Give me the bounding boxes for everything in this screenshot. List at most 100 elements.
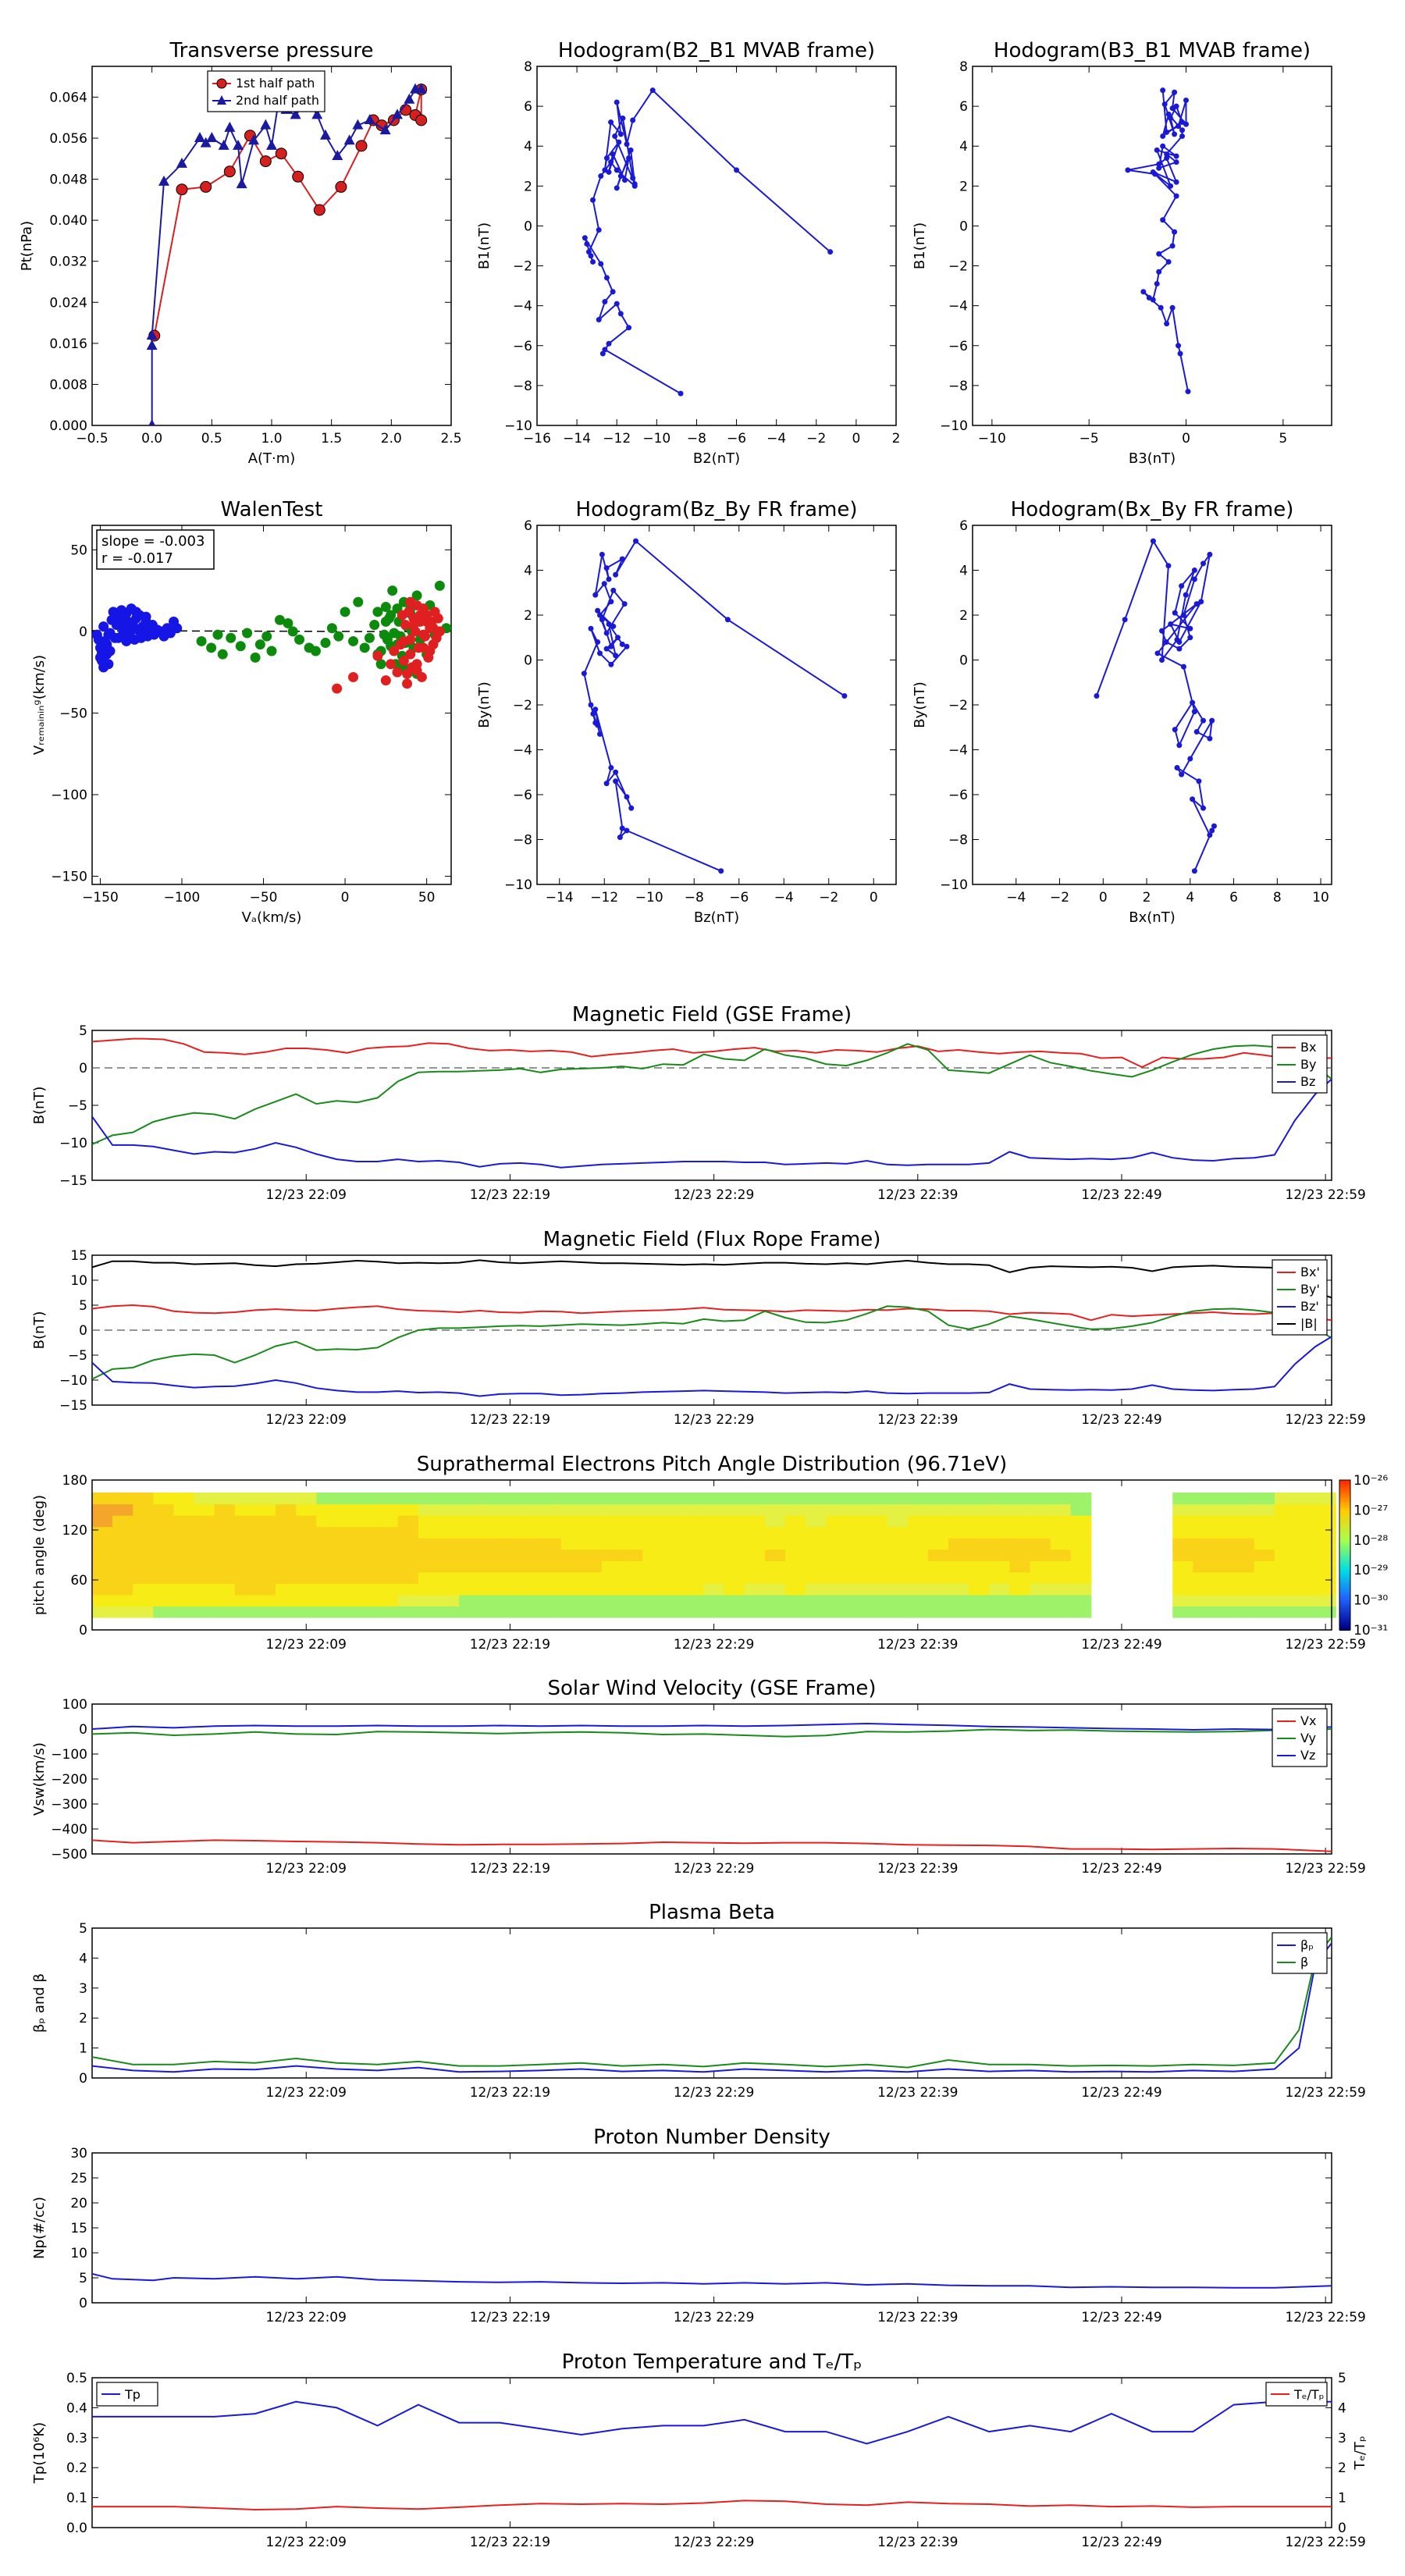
data-point (1185, 389, 1191, 395)
heatmap-cell (887, 1606, 909, 1618)
heatmap-cell (439, 1538, 460, 1550)
y-tick-label: 180 (62, 1473, 87, 1489)
heatmap-cell (764, 1594, 786, 1607)
data-point (631, 183, 638, 189)
heatmap-cell (1213, 1560, 1235, 1573)
colorbar-segment (1339, 1485, 1350, 1489)
heatmap-cell (336, 1583, 358, 1596)
axes-frame (91, 2377, 1332, 2528)
heatmap-cell (214, 1549, 236, 1561)
data-point (411, 590, 422, 601)
heatmap-cell (397, 1538, 419, 1550)
data-point (400, 620, 411, 631)
heatmap-cell (785, 1493, 806, 1505)
heatmap-cell (1315, 1594, 1336, 1607)
data-point (1122, 617, 1128, 623)
data-point (404, 93, 415, 104)
y-tick-label: 1 (79, 2041, 87, 2057)
heatmap-cell (194, 1526, 215, 1539)
data-point (1196, 778, 1202, 785)
heatmap-cell (439, 1493, 460, 1505)
heatmap-cell (683, 1526, 705, 1539)
heatmap-cell (1213, 1493, 1235, 1505)
data-point (389, 646, 400, 656)
heatmap-cell (520, 1560, 542, 1573)
x-tick-label: −14 (546, 890, 574, 906)
colorbar-segment (1339, 1592, 1350, 1596)
heatmap-cell (377, 1503, 399, 1516)
heatmap-cell (622, 1606, 643, 1618)
heatmap-cell (336, 1549, 358, 1561)
heatmap-cell (1172, 1583, 1193, 1596)
heatmap-cell (764, 1606, 786, 1618)
y-tick-label: 5 (79, 1921, 87, 1937)
heatmap-cell (173, 1493, 195, 1505)
heatmap-cell (969, 1606, 990, 1618)
heatmap-cell (1050, 1526, 1072, 1539)
series-By (92, 1043, 1332, 1145)
y-tick-label: 2 (524, 608, 532, 624)
heatmap-cell (683, 1549, 705, 1561)
heatmap-cell (133, 1515, 154, 1528)
heatmap-cell (663, 1493, 685, 1505)
time-tick-label: 12/23 22:19 (470, 2535, 550, 2550)
y-tick-label: 0 (79, 2296, 87, 2311)
x-tick-label: −2 (1050, 890, 1069, 906)
heatmap-cell (500, 1594, 521, 1607)
y-tick-label: 120 (62, 1523, 87, 1539)
heatmap-cell (1213, 1538, 1235, 1550)
x-tick-label: 2.0 (381, 431, 402, 447)
y-axis-label: Pt(nPa) (19, 221, 35, 271)
heatmap-cell (459, 1503, 480, 1516)
data-point (617, 173, 624, 180)
data-point (1211, 823, 1217, 829)
heatmap-cell (744, 1493, 766, 1505)
x-tick-label: −2 (806, 431, 826, 447)
heatmap-cell (1193, 1538, 1215, 1550)
x-tick-label: 6 (1229, 890, 1238, 906)
data-point (380, 675, 391, 686)
data-point (724, 617, 731, 623)
data-point (206, 642, 217, 653)
x-tick-label: −6 (727, 431, 746, 447)
y-tick-label: 0.008 (49, 377, 87, 393)
data-point (614, 301, 620, 307)
colorbar-segment (1339, 1530, 1350, 1534)
heatmap-cell (276, 1538, 297, 1550)
time-tick-label: 12/23 22:39 (877, 2310, 958, 2325)
heatmap-cell (377, 1493, 399, 1505)
heatmap-cell (500, 1515, 521, 1528)
heatmap-cell (927, 1594, 949, 1607)
time-tick-label: 12/23 22:59 (1285, 1187, 1365, 1203)
heatmap-cell (703, 1493, 725, 1505)
y-tick-label: −4 (513, 299, 532, 315)
y-tick-label: 0.048 (49, 173, 87, 188)
y-tick-label: −10 (59, 1373, 87, 1389)
heatmap-cell (622, 1583, 643, 1596)
series-Bz (92, 1078, 1332, 1169)
heatmap-cell (316, 1526, 338, 1539)
heatmap-cell (846, 1583, 868, 1596)
x-tick-label: 5 (1279, 431, 1287, 447)
heatmap-cell (948, 1594, 969, 1607)
heatmap-cell (560, 1571, 582, 1584)
data-point (294, 634, 305, 645)
heatmap-cell (989, 1549, 1010, 1561)
panel-tp: Proton Temperature and Tₑ/Tₚ 0.0 0.1 0.2 0.3… (31, 2350, 1368, 2550)
heatmap-cell (1172, 1515, 1193, 1528)
heatmap-cell (377, 1526, 399, 1539)
data-point (206, 132, 218, 142)
heatmap-cell (1172, 1493, 1193, 1505)
heatmap-cell (663, 1503, 685, 1516)
heatmap-cell (520, 1515, 542, 1528)
series-line (92, 1942, 1332, 2073)
data-point (630, 117, 636, 123)
heatmap-cell (581, 1583, 603, 1596)
heatmap-cell (581, 1538, 603, 1550)
y-axis-label: B1(nT) (912, 222, 928, 269)
legend-label: By (1300, 1057, 1316, 1072)
heatmap-cell (377, 1594, 399, 1607)
data-point (332, 150, 343, 160)
data-point (103, 629, 114, 640)
heatmap-cell (1274, 1503, 1296, 1516)
